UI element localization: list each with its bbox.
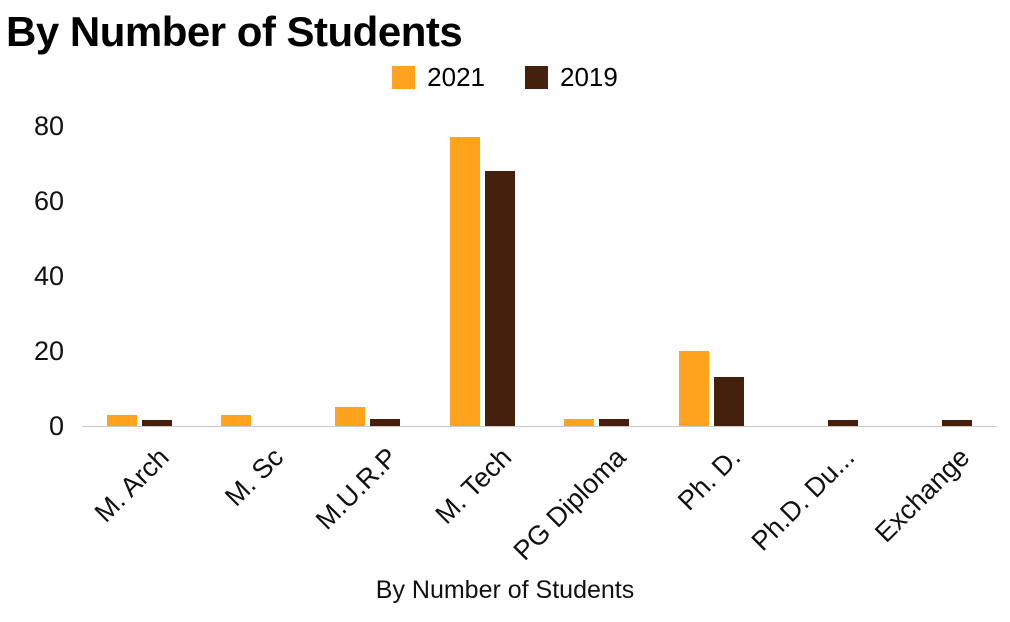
plot-area xyxy=(82,126,997,427)
bar-group xyxy=(425,126,539,426)
bar-2019 xyxy=(370,418,401,426)
legend-swatch-2019-icon xyxy=(525,66,548,89)
y-tick-label: 40 xyxy=(33,261,64,291)
bar-2021 xyxy=(106,414,137,426)
bar-2021 xyxy=(449,137,480,426)
x-tick-label: M. Arch xyxy=(88,442,175,528)
y-tick-label: 0 xyxy=(48,411,64,441)
bar-2019 xyxy=(484,171,515,426)
x-tick-label: M. Tech xyxy=(429,442,518,530)
legend-item-2021: 2021 xyxy=(392,62,485,93)
legend-label-2019: 2019 xyxy=(560,62,618,92)
bar-group xyxy=(311,126,425,426)
chart-title: By Number of Students xyxy=(6,8,463,55)
x-tick-label: Exchange xyxy=(868,442,976,549)
bar-chart: 0 20 40 60 80 M. Arch M. Sc M.U.R.P M. Tech PG D… xyxy=(0,112,1010,572)
x-tick-label: Ph.D. Du... xyxy=(746,442,861,557)
x-tick-label: M. Sc xyxy=(218,442,289,513)
x-axis-labels: M. Arch M. Sc M.U.R.P M. Tech PG Diploma Ph. … xyxy=(82,430,997,566)
bar-group xyxy=(196,126,310,426)
y-tick-label: 20 xyxy=(33,336,64,366)
legend-item-2019: 2019 xyxy=(525,62,618,93)
bar-2019 xyxy=(141,420,172,426)
bar-2021 xyxy=(564,418,595,426)
bar-group xyxy=(540,126,654,426)
bar-2021 xyxy=(335,407,366,426)
y-tick-label: 60 xyxy=(33,186,64,216)
legend-swatch-2021-icon xyxy=(392,66,416,89)
legend-label-2021: 2021 xyxy=(427,62,485,92)
bar-2019 xyxy=(599,418,630,426)
bar-group xyxy=(654,126,768,426)
bar-group xyxy=(768,126,882,426)
x-axis-title: By Number of Students xyxy=(375,576,635,604)
bar-group xyxy=(883,126,997,426)
bar-2021 xyxy=(221,414,252,426)
bar-2019 xyxy=(827,420,858,426)
x-tick-label: Ph. D. xyxy=(672,442,747,517)
y-tick-label: 80 xyxy=(33,111,64,141)
bar-2019 xyxy=(713,377,744,426)
bar-group xyxy=(82,126,196,426)
legend: 2021 2019 xyxy=(0,62,1010,93)
y-axis: 0 20 40 60 80 xyxy=(0,113,64,440)
x-tick-label: M.U.R.P xyxy=(309,442,404,536)
bar-2019 xyxy=(942,420,973,426)
x-tick-label: PG Diploma xyxy=(507,442,632,567)
bar-2021 xyxy=(678,351,709,426)
